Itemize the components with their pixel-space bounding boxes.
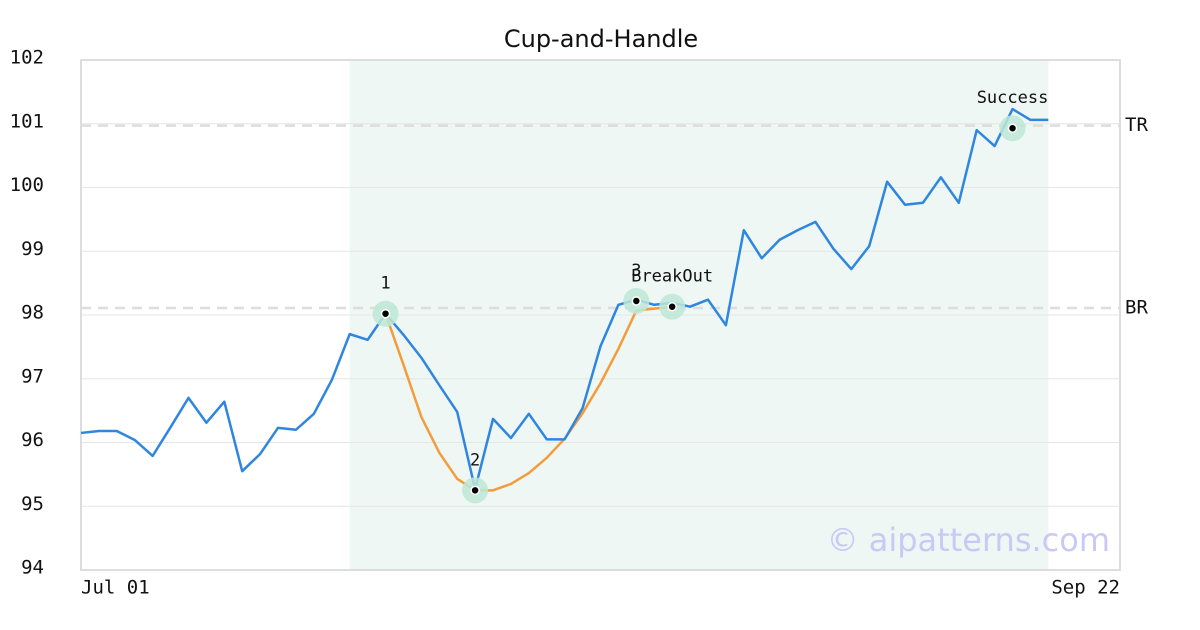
- y-tick-label: 95: [21, 493, 44, 515]
- point-label: 3: [631, 261, 641, 281]
- y-tick-label: 94: [21, 557, 44, 579]
- y-tick-label: 102: [10, 47, 44, 69]
- pattern-point: [667, 301, 677, 312]
- chart-title: Cup-and-Handle: [504, 25, 698, 53]
- point-label: 2: [470, 450, 480, 470]
- x-tick-label: Jul 01: [81, 577, 150, 599]
- y-tick-label: 100: [10, 174, 44, 196]
- y-tick-label: 101: [10, 110, 44, 132]
- point-label: BreakOut: [631, 267, 713, 287]
- level-label: TR: [1125, 114, 1148, 136]
- watermark: © aipatterns.com: [827, 521, 1110, 559]
- point-label: 1: [380, 274, 390, 294]
- level-label: BR: [1125, 296, 1148, 318]
- y-tick-label: 98: [21, 302, 44, 324]
- y-tick-label: 99: [21, 238, 44, 260]
- series-line: [80, 107, 1049, 491]
- y-tick-label: 96: [21, 429, 44, 451]
- pattern-point: [1007, 123, 1018, 133]
- point-label: Success: [977, 88, 1049, 108]
- pattern-point: [631, 296, 642, 306]
- pattern-point: [470, 485, 480, 496]
- y-tick-label: 97: [21, 365, 44, 387]
- series-line: [384, 305, 673, 492]
- x-tick-label: Sep 22: [1051, 577, 1120, 599]
- plot-frame: [80, 59, 1121, 571]
- pattern-point: [380, 308, 391, 319]
